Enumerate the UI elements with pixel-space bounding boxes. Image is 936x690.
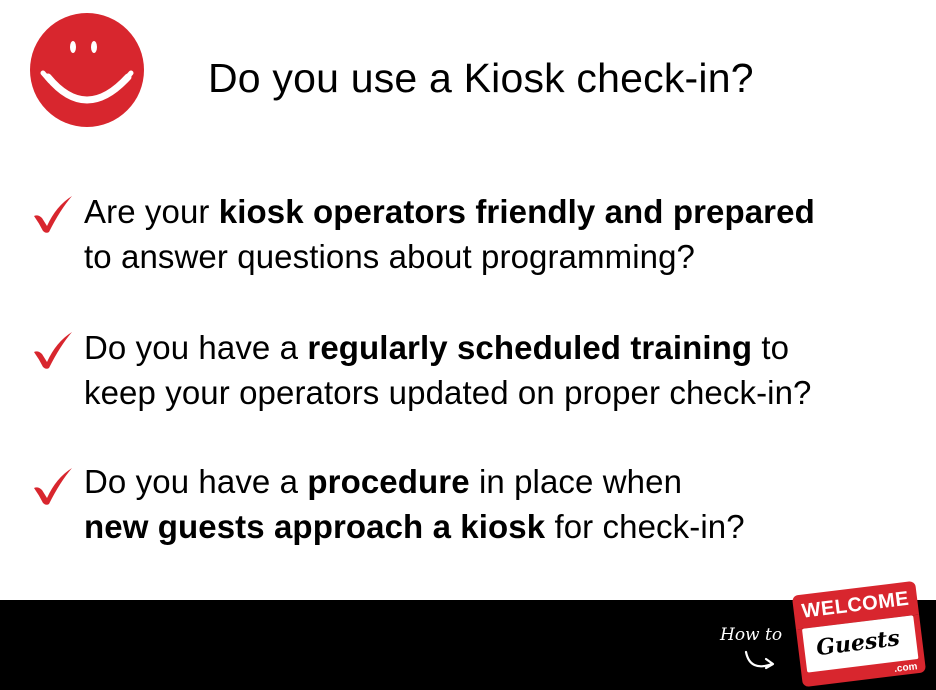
welcome-guests-badge: WELCOME Guests .com [791, 580, 927, 688]
footer-bar [0, 600, 936, 690]
checkmark-icon [34, 332, 72, 369]
smiley-face-icon [30, 13, 144, 127]
bullet-line: new guests approach a kiosk for check-in… [84, 508, 745, 545]
bullet-line: Do you have a procedure in place when [84, 463, 683, 500]
how-to-text: How to [719, 625, 782, 645]
badge-domain-text: .com [893, 661, 919, 675]
bullet-line: Do you have a regularly scheduled traini… [84, 329, 790, 366]
bullet-line: Are your kiosk operators friendly and pr… [84, 193, 815, 230]
how-to-logo: How to [719, 625, 782, 670]
checkmark-icon [34, 196, 72, 233]
badge-name-text: Guests [814, 625, 902, 662]
page-title: Do you use a Kiosk check-in? [208, 55, 754, 101]
checkmark-icon [34, 468, 72, 505]
bullet-line: to answer questions about programming? [84, 238, 695, 275]
bullet-line: keep your operators updated on proper ch… [84, 374, 812, 411]
